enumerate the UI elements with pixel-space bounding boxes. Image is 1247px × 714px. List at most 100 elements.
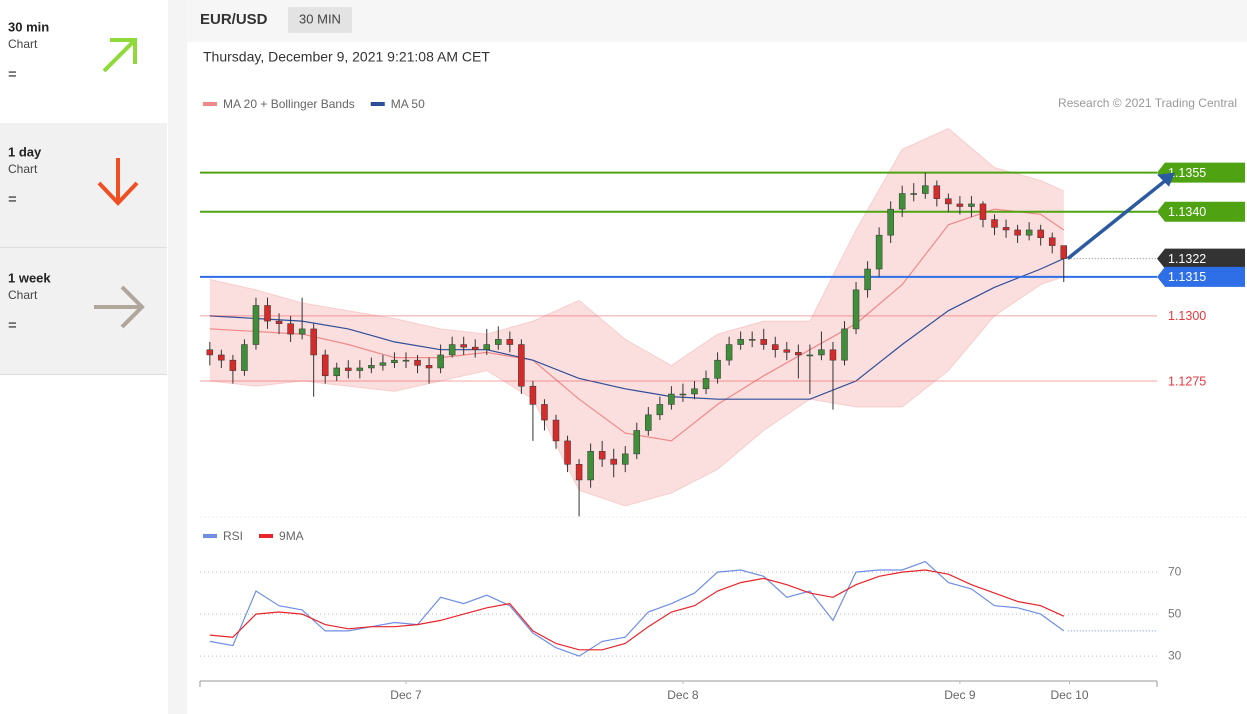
level-label: 1.1315 [1168, 270, 1206, 284]
candle-body [241, 344, 248, 371]
candle-body [991, 219, 998, 228]
candle-body [898, 193, 906, 210]
candle-body [956, 203, 964, 207]
candle-body [379, 362, 387, 366]
level-label: 1.1275 [1168, 374, 1206, 388]
candle-body [795, 352, 802, 356]
candle-body [1037, 229, 1044, 239]
tab-1week[interactable] [0, 248, 167, 374]
candle-body [321, 354, 329, 377]
candle-body [437, 354, 444, 369]
candle-body [506, 339, 514, 345]
candle-body [841, 328, 848, 361]
level-badge [1157, 201, 1245, 222]
candle-body [310, 328, 317, 356]
candle-body [460, 344, 467, 348]
price-chart: MA 20 + Bollinger Bands MA 50 1.1355 1.1340… [200, 97, 1245, 517]
candle-body [391, 359, 398, 364]
timestamp: Thursday, December 9, 2021 9:21:08 AM CE… [203, 49, 490, 65]
caption: Chart [8, 37, 38, 51]
candle-body [783, 349, 791, 353]
y-tick-label: 70 [1168, 564, 1182, 578]
candle-body [818, 349, 825, 356]
candle-body [483, 344, 491, 350]
legend-label: 9MA [279, 529, 304, 543]
x-tick-label: Dec 9 [944, 688, 976, 702]
candle-body [910, 193, 917, 195]
arrow-down [97, 158, 139, 206]
forecast-arrow [1066, 176, 1171, 260]
level-label: 1.1340 [1168, 205, 1206, 219]
candle-body [633, 430, 641, 455]
signal: = [8, 66, 17, 83]
period: 1 day [8, 144, 42, 159]
candle-body [218, 354, 225, 361]
candle-body [425, 365, 433, 369]
candle-body [829, 349, 837, 361]
candle-body [368, 365, 375, 369]
candle-body [264, 305, 271, 322]
candle-body [587, 451, 594, 481]
level-badge [1157, 248, 1245, 269]
candle-body [564, 440, 571, 465]
arrow-right [94, 285, 145, 329]
candle-body [772, 344, 779, 350]
candle-body [229, 359, 237, 371]
tab-30min[interactable] [0, 0, 167, 122]
candle-body [1048, 237, 1056, 246]
sidebar: 30 min Chart = 1 day Chart = 1 week Char… [0, 0, 167, 375]
level-label: 1.1300 [1168, 309, 1206, 323]
candle-body [529, 385, 537, 405]
candle-body [725, 344, 733, 361]
source: Research © 2021 Trading Central [1058, 96, 1237, 110]
candle-body [298, 328, 306, 335]
legend-label: RSI [223, 529, 243, 543]
candle-body [933, 185, 941, 199]
candle-body [679, 393, 687, 396]
candle-body [702, 378, 710, 390]
candle-body [471, 346, 479, 350]
period: 30 min [8, 19, 49, 34]
header-bar [187, 0, 1247, 42]
level-badge [1157, 162, 1245, 183]
candle-body [922, 185, 929, 194]
candle-body [748, 339, 756, 341]
legend-swatch [259, 534, 274, 538]
symbol: EUR/USD [200, 11, 268, 28]
candle-body [737, 339, 744, 345]
moving-average [209, 258, 1065, 400]
candle-body [1002, 227, 1010, 231]
candle-body [333, 367, 340, 377]
candle-body [887, 208, 894, 236]
signal: = [8, 317, 17, 334]
candle-body [610, 458, 617, 465]
legend-swatch [203, 534, 217, 538]
band-upper [209, 127, 1065, 366]
moving-average [209, 208, 1065, 442]
candle-body [714, 359, 721, 379]
candle-body [621, 453, 629, 465]
signal: = [8, 191, 17, 208]
candle-body [356, 367, 364, 371]
candle-body [760, 339, 767, 345]
level-badge [1157, 266, 1245, 287]
candle-body [206, 349, 214, 356]
period: 1 week [8, 270, 51, 285]
interval-badge[interactable] [288, 7, 352, 33]
candle-body [875, 234, 883, 270]
candle-body [656, 404, 664, 416]
candle-body [1025, 229, 1033, 236]
candle-body [945, 198, 952, 205]
candle-body [552, 419, 560, 442]
rsi-chart: RSI 9MA 30 50 70 Dec 7 Dec 8 Dec 9 Dec 10 [199, 529, 1182, 702]
legend-label: MA 50 [391, 97, 425, 111]
y-tick-label: 30 [1168, 648, 1182, 662]
candle-body [414, 359, 421, 366]
tab-1day[interactable] [0, 123, 167, 247]
candle-body [345, 367, 352, 371]
candle-body [252, 305, 260, 345]
candle-body [968, 203, 975, 207]
candle-body [979, 203, 987, 220]
candle-body [1060, 245, 1068, 259]
candle-body [518, 344, 525, 387]
